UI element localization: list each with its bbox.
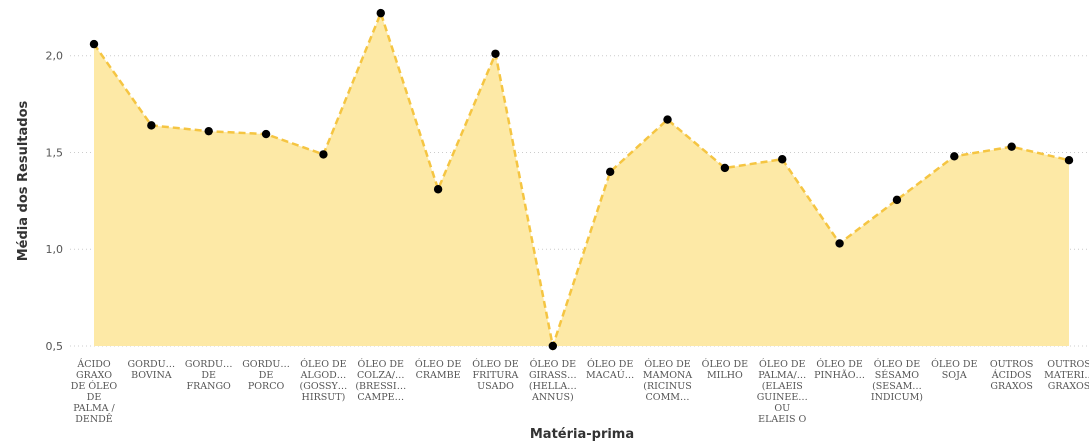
x-tick-label: ÓLEO DE PINHÃO… [814, 358, 865, 381]
x-tick-label: ÓLEO DE SÉSAMO (SESAM… INDICUM) [871, 358, 923, 403]
data-point [319, 150, 328, 159]
y-tick-label: 0,5 [46, 340, 64, 353]
x-axis-label: Matéria-prima [530, 427, 634, 441]
data-point [491, 49, 500, 58]
data-point [835, 239, 844, 248]
y-axis-ticks: 0,5 1,0 1,5 2,0 [46, 50, 64, 353]
x-tick-label: OUTROS MATERI… GRAXOS [1044, 359, 1089, 392]
x-tick-label: ÓLEO DE PALMA/… (ELAEIS GUINEE… OU ELAEIS O [757, 358, 808, 425]
y-tick-label: 2,0 [46, 50, 64, 63]
x-tick-label: ÁCIDO GRAXO DE ÓLEO DE PALMA / DENDÊ [71, 358, 118, 425]
data-point [1007, 142, 1016, 151]
x-tick-label: ÓLEO DE CRAMBE [415, 358, 461, 381]
x-tick-label: ÓLEO DE MILHO [702, 358, 748, 381]
data-point [663, 115, 672, 124]
data-points [89, 8, 1074, 351]
data-point [605, 167, 615, 177]
x-tick-label: GORDU… BOVINA [128, 359, 176, 381]
data-point [892, 195, 902, 205]
x-tick-label: ÓLEO DE ALGOD… (GOSSY… HIRSUT) [300, 358, 348, 403]
y-axis-label: Média dos Resultados [16, 100, 31, 261]
x-tick-label: ÓLEO DE MACAÚ… [586, 358, 634, 381]
data-point [950, 152, 959, 161]
x-tick-label: GORDU… DE PORCO [242, 359, 290, 392]
x-tick-label: ÓLEO DE COLZA/… (BRESSI… CAMPE… [355, 358, 406, 403]
y-tick-label: 1,0 [46, 243, 64, 256]
x-tick-label: GORDU… DE FRANGO [185, 359, 233, 392]
y-tick-label: 1,5 [46, 146, 64, 159]
data-point [204, 126, 213, 136]
x-tick-label: ÓLEO DE FRITURA USADO [472, 358, 518, 392]
data-point [147, 121, 156, 130]
data-point [1064, 156, 1074, 165]
x-tick-label: ÓLEO DE MAMONA (RICINUS COMM… [643, 358, 692, 403]
data-point [720, 163, 730, 173]
series-line [92, 9, 1070, 351]
data-point [548, 341, 558, 351]
data-point [433, 185, 443, 194]
x-tick-label: ÓLEO DE GIRASS… (HELLA… ANNUS) [529, 358, 577, 403]
x-tick-label: OUTROS ÁCIDOS GRAXOS [990, 359, 1034, 392]
series-area [94, 13, 1069, 346]
data-point [778, 155, 787, 164]
data-point [376, 8, 385, 18]
data-point [89, 39, 99, 49]
x-axis-ticks: ÁCIDO GRAXO DE ÓLEO DE PALMA / DENDÊ GORDU… BOV… [71, 358, 1089, 425]
x-tick-label: ÓLEO DE SOJA [931, 358, 977, 381]
data-point [261, 129, 271, 139]
